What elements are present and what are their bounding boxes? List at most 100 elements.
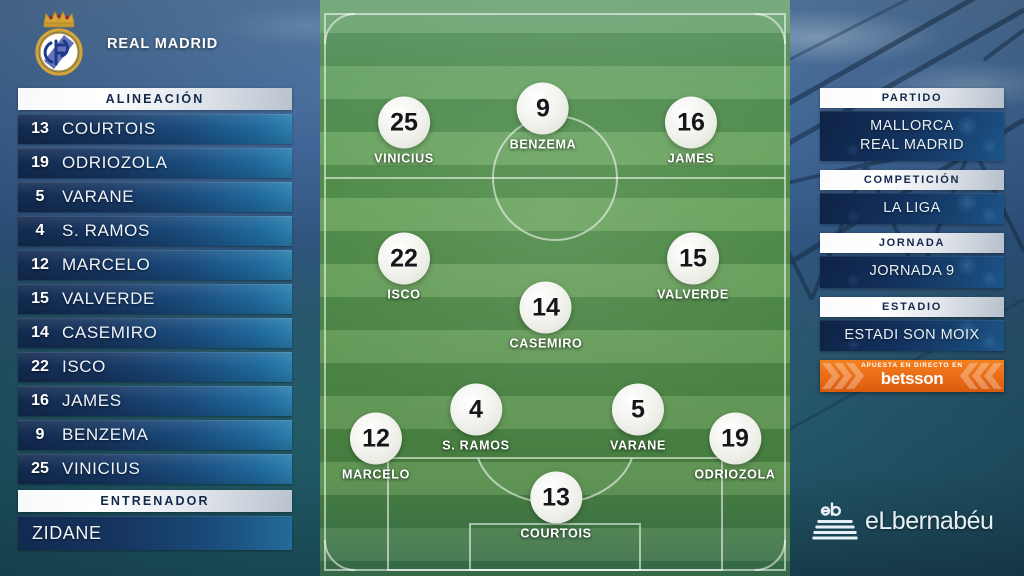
info-body: MALLORCA REAL MADRID bbox=[820, 111, 1004, 162]
lineup-row: 15 VALVERDE bbox=[18, 284, 292, 314]
player-number: 5 bbox=[35, 188, 45, 205]
player-marker[interactable]: 4 S. RAMOS bbox=[442, 383, 509, 453]
player-name-label: COURTOIS bbox=[520, 526, 592, 541]
player-number-circle: 4 bbox=[449, 383, 502, 436]
player-number: 16 bbox=[31, 392, 49, 409]
chevron-pattern-icon bbox=[820, 360, 1004, 392]
player-marker[interactable]: 22 ISCO bbox=[378, 232, 430, 302]
player-name: MARCELO bbox=[62, 255, 151, 274]
player-name: JAMES bbox=[62, 391, 122, 410]
player-name: COURTOIS bbox=[62, 119, 156, 138]
player-name-label: MARCELO bbox=[341, 467, 411, 482]
player-number: 13 bbox=[31, 120, 49, 137]
player-marker[interactable]: 13 COURTOIS bbox=[520, 471, 592, 541]
player-name: CASEMIRO bbox=[62, 323, 158, 342]
player-number-circle: 15 bbox=[667, 232, 719, 285]
player-name-label: VALVERDE bbox=[657, 287, 729, 302]
lineup-row: 9 BENZEMA bbox=[18, 420, 292, 450]
grass-stripe bbox=[320, 165, 790, 198]
ad-tagline: APUESTA EN DIRECTO EN bbox=[861, 362, 963, 370]
player-name-label: VINICIUS bbox=[374, 151, 434, 166]
info-line: REAL MADRID bbox=[859, 137, 965, 154]
grass-stripe bbox=[320, 561, 790, 576]
player-number: 22 bbox=[31, 358, 49, 375]
coach-section-header: ENTRENADOR bbox=[18, 490, 292, 512]
grass-stripe bbox=[320, 363, 790, 396]
info-body: ESTADI SON MOIX bbox=[820, 319, 1004, 351]
player-name-label: ODRIOZOLA bbox=[694, 467, 776, 482]
player-number-circle: 16 bbox=[665, 96, 717, 149]
player-marker[interactable]: 25 VINICIUS bbox=[374, 96, 434, 166]
lineup-section-header: ALINEACIÓN bbox=[18, 88, 292, 110]
player-marker[interactable]: 9 BENZEMA bbox=[509, 82, 577, 152]
lineup-panel: REAL MADRID ALINEACIÓN 13 COURTOIS 19 ODRIO… bbox=[0, 0, 310, 576]
info-line: ESTADI SON MOIX bbox=[844, 326, 980, 343]
grass-stripe bbox=[320, 198, 790, 231]
player-name: S. RAMOS bbox=[62, 221, 150, 240]
coach-row: ZIDANE bbox=[18, 516, 292, 550]
grass-stripe bbox=[320, 0, 790, 33]
player-marker[interactable]: 14 CASEMIRO bbox=[509, 281, 583, 351]
grass-stripe bbox=[320, 528, 790, 561]
player-name-label: JAMES bbox=[667, 151, 715, 166]
info-header: JORNADA bbox=[820, 233, 1004, 254]
info-header: COMPETICIÓN bbox=[820, 170, 1004, 191]
player-name: BENZEMA bbox=[62, 425, 149, 444]
lineup-row: 16 JAMES bbox=[18, 386, 292, 416]
player-name: VINICIUS bbox=[62, 459, 141, 478]
lineup-row: 25 VINICIUS bbox=[18, 454, 292, 484]
eb-stadium-logo-icon bbox=[812, 500, 858, 542]
player-number-circle: 9 bbox=[517, 82, 569, 135]
player-name: VARANE bbox=[62, 187, 135, 206]
player-number: 9 bbox=[35, 426, 45, 443]
info-header: PARTIDO bbox=[820, 88, 1004, 108]
player-name: VALVERDE bbox=[62, 289, 155, 308]
player-marker[interactable]: 5 VARANE bbox=[609, 383, 667, 453]
betsson-ad-banner[interactable]: APUESTA EN DIRECTO EN betsson bbox=[820, 359, 1004, 392]
lineup-row: 19 ODRIOZOLA bbox=[18, 148, 292, 178]
elbernabeu-logo[interactable]: eLbernabéu bbox=[812, 500, 994, 542]
pitch: 25 VINICIUS 9 BENZEMA 16 JAMES 22 ISCO 15 VALVERD… bbox=[320, 0, 790, 576]
player-name-label: CASEMIRO bbox=[509, 336, 583, 351]
player-number-circle: 13 bbox=[529, 471, 582, 524]
club-name: REAL MADRID bbox=[107, 36, 219, 52]
lineup-row: 13 COURTOIS bbox=[18, 114, 292, 144]
player-name-label: BENZEMA bbox=[509, 137, 577, 152]
player-number-circle: 12 bbox=[350, 412, 402, 465]
player-number: 25 bbox=[31, 460, 49, 477]
info-line: JORNADA 9 bbox=[869, 263, 955, 280]
ad-brand: betsson bbox=[880, 368, 944, 388]
lineup-list: 13 COURTOIS 19 ODRIOZOLA 5 VARANE 4 S. RAMOS 12 M… bbox=[18, 114, 292, 484]
lineup-row: 12 MARCELO bbox=[18, 250, 292, 280]
player-name-label: ISCO bbox=[387, 287, 421, 302]
coach-name: ZIDANE bbox=[32, 522, 102, 543]
grass-stripe bbox=[320, 396, 790, 429]
player-number: 12 bbox=[31, 256, 49, 273]
player-marker[interactable]: 12 MARCELO bbox=[341, 412, 411, 482]
site-logo-text: eLbernabéu bbox=[865, 506, 994, 535]
player-number: 4 bbox=[35, 222, 45, 239]
grass-stripe bbox=[320, 330, 790, 363]
info-body: JORNADA 9 bbox=[820, 256, 1004, 288]
info-line: MALLORCA bbox=[870, 118, 954, 134]
info-header: ESTADIO bbox=[820, 296, 1004, 317]
lineup-row: 22 ISCO bbox=[18, 352, 292, 382]
player-number: 15 bbox=[31, 290, 49, 307]
lineup-row: 4 S. RAMOS bbox=[18, 216, 292, 246]
real-madrid-crest-icon bbox=[28, 9, 90, 79]
club-header: REAL MADRID bbox=[0, 0, 310, 88]
player-number: 14 bbox=[31, 324, 49, 341]
match-info-panel: PARTIDO MALLORCA REAL MADRID COMPETICIÓN LA … bbox=[820, 88, 1004, 392]
grass-stripe bbox=[320, 33, 790, 66]
player-marker[interactable]: 16 JAMES bbox=[665, 96, 717, 166]
player-name-label: VARANE bbox=[609, 438, 667, 453]
player-name: ODRIOZOLA bbox=[62, 153, 168, 172]
player-marker[interactable]: 15 VALVERDE bbox=[657, 232, 729, 302]
player-number-circle: 25 bbox=[378, 96, 430, 149]
info-line: LA LIGA bbox=[883, 200, 941, 217]
player-number-circle: 19 bbox=[708, 412, 761, 465]
lineup-row: 14 CASEMIRO bbox=[18, 318, 292, 348]
player-marker[interactable]: 19 ODRIOZOLA bbox=[694, 412, 776, 482]
player-number-circle: 14 bbox=[520, 281, 572, 334]
player-number-circle: 22 bbox=[378, 232, 430, 285]
